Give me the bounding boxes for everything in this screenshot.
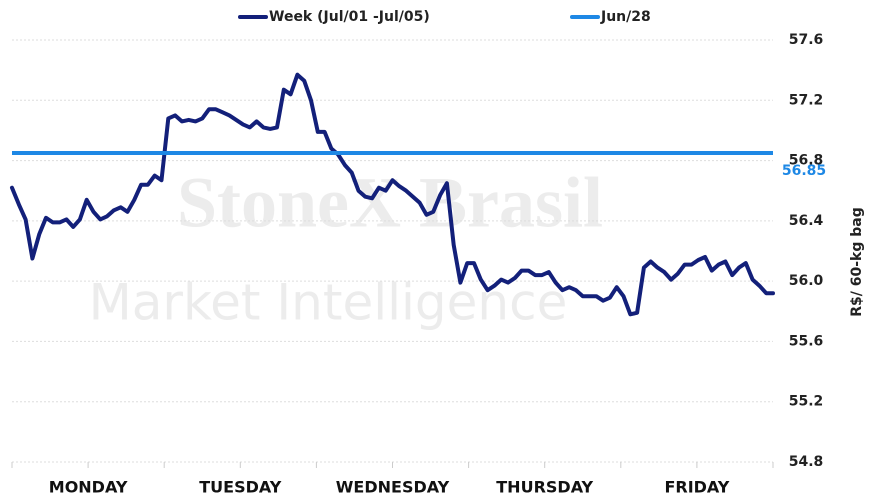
y-tick-label: 56.8 — [789, 153, 824, 169]
y-tick-label: 55.2 — [789, 394, 824, 410]
reference-value-label: 56.85 — [782, 163, 826, 179]
x-tick-label: THURSDAY — [496, 478, 593, 497]
x-tick-label: FRIDAY — [664, 478, 729, 497]
legend-label: Week (Jul/01 -Jul/05) — [269, 9, 430, 25]
x-tick-label: MONDAY — [49, 478, 128, 497]
x-tick-label: WEDNESDAY — [336, 478, 450, 497]
x-tick-label: TUESDAY — [199, 478, 281, 497]
y-tick-label: 56.0 — [789, 273, 824, 289]
watermark: StoneX Brasil — [177, 163, 603, 243]
y-tick-label: 57.6 — [789, 32, 824, 48]
y-tick-label: 55.6 — [789, 333, 824, 349]
series-line — [10, 72, 775, 317]
y-tick-label: 57.2 — [789, 92, 824, 108]
watermark: Market Intelligence — [89, 274, 568, 332]
legend-label: Jun/28 — [600, 9, 651, 25]
y-axis-label: R$/ 60-kg bag — [849, 207, 865, 317]
y-tick-label: 54.8 — [789, 454, 824, 470]
y-tick-label: 56.4 — [789, 213, 824, 229]
